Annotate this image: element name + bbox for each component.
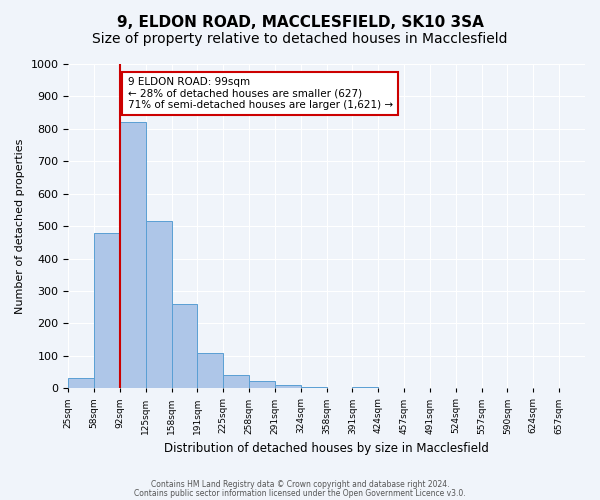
Bar	[94, 232, 120, 388]
Bar	[352, 386, 379, 388]
Bar	[172, 304, 197, 388]
Bar	[120, 122, 146, 388]
Text: Contains HM Land Registry data © Crown copyright and database right 2024.: Contains HM Land Registry data © Crown c…	[151, 480, 449, 489]
X-axis label: Distribution of detached houses by size in Macclesfield: Distribution of detached houses by size …	[164, 442, 489, 455]
Bar	[301, 386, 326, 388]
Y-axis label: Number of detached properties: Number of detached properties	[15, 138, 25, 314]
Bar	[223, 376, 249, 388]
Bar	[275, 385, 301, 388]
Text: 9 ELDON ROAD: 99sqm
← 28% of detached houses are smaller (627)
71% of semi-detac: 9 ELDON ROAD: 99sqm ← 28% of detached ho…	[128, 77, 393, 110]
Bar	[197, 352, 223, 388]
Text: Size of property relative to detached houses in Macclesfield: Size of property relative to detached ho…	[92, 32, 508, 46]
Text: Contains public sector information licensed under the Open Government Licence v3: Contains public sector information licen…	[134, 488, 466, 498]
Bar	[249, 381, 275, 388]
Text: 9, ELDON ROAD, MACCLESFIELD, SK10 3SA: 9, ELDON ROAD, MACCLESFIELD, SK10 3SA	[116, 15, 484, 30]
Bar	[68, 378, 94, 388]
Bar	[146, 222, 172, 388]
